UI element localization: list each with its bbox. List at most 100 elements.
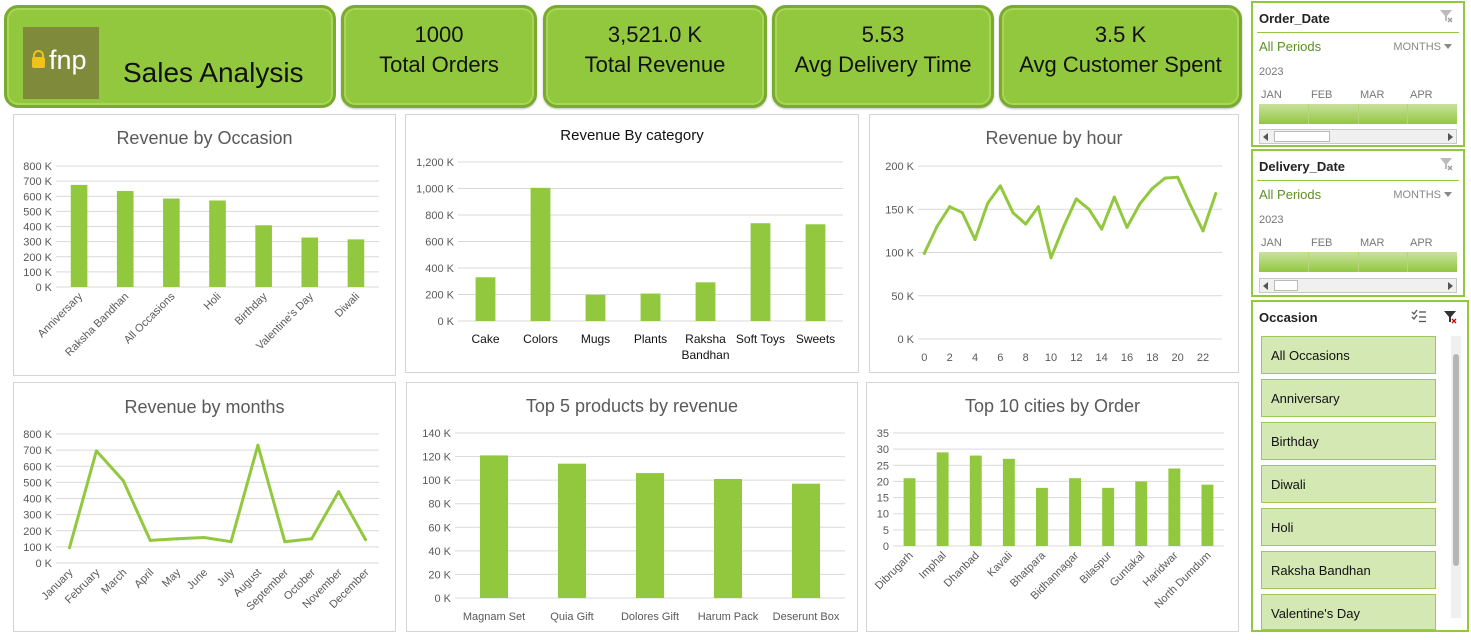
- top-cities-chart[interactable]: Top 10 cities by Order 0 5 10 15 20 25 30 35 Dib…: [866, 382, 1239, 632]
- chart-svg: 0 K 20 K 40 K 60 K 80 K 100 K 120 K 140 K Magnam…: [422, 428, 845, 623]
- occasion-scrollbar[interactable]: [1451, 336, 1461, 618]
- data-point: [1163, 176, 1167, 180]
- x-tick-label: 8: [1023, 352, 1029, 364]
- occasion-item-valentines-day[interactable]: Valentine's Day: [1261, 594, 1436, 630]
- top-products-chart[interactable]: Top 5 products by revenue 0 K 20 K 40 K 60 …: [406, 382, 858, 632]
- kpi-total-revenue: 3,521.0 K Total Revenue: [543, 5, 767, 108]
- bar: [1035, 487, 1048, 546]
- data-point: [364, 538, 368, 542]
- timeline-scrollbar[interactable]: [1259, 278, 1457, 293]
- clear-filter-icon[interactable]: [1443, 310, 1457, 324]
- month-label: APR: [1410, 237, 1433, 249]
- data-point: [1138, 202, 1142, 206]
- x-tick-label: May: [160, 566, 184, 590]
- period-level-select[interactable]: MONTHS: [1393, 189, 1441, 201]
- series-line: [922, 175, 1218, 260]
- x-tick-label: 2: [947, 352, 953, 364]
- y-tick-label: 5: [883, 525, 889, 537]
- scroll-left-icon[interactable]: [1263, 282, 1268, 290]
- bar: [585, 294, 606, 321]
- multi-select-icon[interactable]: [1411, 309, 1427, 323]
- data-point: [67, 546, 71, 550]
- y-tick-label: 400 K: [23, 222, 52, 234]
- timeline-scrollbar[interactable]: [1259, 129, 1457, 144]
- data-point: [121, 479, 125, 483]
- all-periods-label[interactable]: All Periods: [1259, 39, 1322, 54]
- y-tick-label: 150 K: [885, 204, 914, 216]
- data-point: [1150, 186, 1154, 190]
- scroll-thumb[interactable]: [1274, 280, 1298, 291]
- occasion-item-holi[interactable]: Holi: [1261, 508, 1436, 546]
- clear-filter-icon[interactable]: [1439, 157, 1453, 171]
- y-tick-label: 0 K: [437, 316, 454, 328]
- x-tick-label: 0: [921, 352, 927, 364]
- x-tick-label: 20: [1172, 352, 1184, 364]
- revenue-by-hour-chart[interactable]: Revenue by hour 0 K 50 K 100 K 150 K 200 K 0 2…: [869, 114, 1239, 373]
- occasion-item-all-occasions[interactable]: All Occasions: [1261, 336, 1436, 374]
- bar: [635, 473, 665, 598]
- x-tick-label: Cake: [471, 332, 499, 346]
- period-level-select[interactable]: MONTHS: [1393, 41, 1441, 53]
- scroll-right-icon[interactable]: [1448, 133, 1453, 141]
- y-tick-label: 400 K: [23, 494, 52, 506]
- y-tick-label: 600 K: [425, 237, 454, 249]
- bar: [805, 224, 826, 321]
- y-tick-label: 15: [877, 493, 889, 505]
- y-tick-label: 1,000 K: [416, 184, 455, 196]
- x-tick-label: 12: [1070, 352, 1082, 364]
- gift-bow-icon: [33, 50, 44, 57]
- data-point: [922, 251, 926, 255]
- scroll-thumb[interactable]: [1274, 131, 1330, 142]
- y-tick-label: 800 K: [425, 210, 454, 222]
- y-tick-label: 0 K: [35, 558, 52, 570]
- occasion-item-anniversary[interactable]: Anniversary: [1261, 379, 1436, 417]
- dashboard-title: Sales Analysis: [123, 57, 304, 88]
- y-tick-label: 200 K: [885, 161, 914, 173]
- x-tick-label: Holi: [202, 291, 224, 313]
- bar: [255, 225, 272, 287]
- x-tick-label: Birthday: [233, 290, 270, 327]
- delivery-date-slicer[interactable]: Delivery_Date All Periods MONTHS 2023 JA…: [1251, 149, 1465, 297]
- x-tick-label: Imphal: [917, 550, 949, 582]
- occasion-item-birthday[interactable]: Birthday: [1261, 422, 1436, 460]
- clear-filter-icon[interactable]: [1439, 9, 1453, 23]
- y-tick-label: 20 K: [428, 569, 451, 581]
- year-label: 2023: [1259, 66, 1284, 78]
- revenue-by-occasion-chart[interactable]: Revenue by Occasion 0 K 100 K 200 K 300 K 40…: [13, 114, 396, 376]
- bar: [750, 223, 771, 321]
- data-point: [960, 211, 964, 215]
- data-point: [1188, 203, 1192, 207]
- scroll-right-icon[interactable]: [1448, 282, 1453, 290]
- x-tick-label: 4: [972, 352, 978, 364]
- bar: [969, 455, 982, 546]
- timeline-bar[interactable]: [1259, 104, 1457, 124]
- data-point: [1176, 175, 1180, 179]
- data-point: [229, 540, 233, 544]
- y-tick-label: 0 K: [897, 334, 914, 346]
- occasion-item-diwali[interactable]: Diwali: [1261, 465, 1436, 503]
- x-tick-label: Diwali: [333, 291, 362, 320]
- bar: [116, 190, 134, 287]
- scroll-thumb[interactable]: [1453, 354, 1459, 566]
- bar: [791, 483, 821, 598]
- scroll-left-icon[interactable]: [1263, 133, 1268, 141]
- month-label: MAR: [1360, 89, 1385, 101]
- order-date-slicer[interactable]: Order_Date All Periods MONTHS 2023 JAN F…: [1251, 1, 1465, 147]
- caret-down-icon[interactable]: [1444, 44, 1452, 49]
- chart-svg: 0 K 50 K 100 K 150 K 200 K 0 2 4 6 8 10 12 14 16 18 20 2…: [885, 161, 1222, 364]
- timeline-bar[interactable]: [1259, 252, 1457, 272]
- x-tick-label: 16: [1121, 352, 1133, 364]
- y-tick-label: 100 K: [23, 267, 52, 279]
- caret-down-icon[interactable]: [1444, 192, 1452, 197]
- bar: [479, 455, 509, 598]
- occasion-item-raksha-bandhan[interactable]: Raksha Bandhan: [1261, 551, 1436, 589]
- fnp-logo: fnp: [23, 27, 99, 99]
- slicer-header: Occasion: [1259, 310, 1318, 325]
- data-point: [1011, 211, 1015, 215]
- data-point: [94, 449, 98, 453]
- revenue-by-category-chart[interactable]: Revenue By category 0 K 200 K 400 K 600 K 80…: [405, 114, 859, 373]
- revenue-by-months-chart[interactable]: Revenue by months 0 K 100 K 200 K 300 K 400 …: [13, 382, 396, 632]
- occasion-slicer[interactable]: Occasion All Occasions Anniversary Birth…: [1251, 300, 1469, 632]
- kpi-label: Total Revenue: [584, 52, 726, 77]
- all-periods-label[interactable]: All Periods: [1259, 187, 1322, 202]
